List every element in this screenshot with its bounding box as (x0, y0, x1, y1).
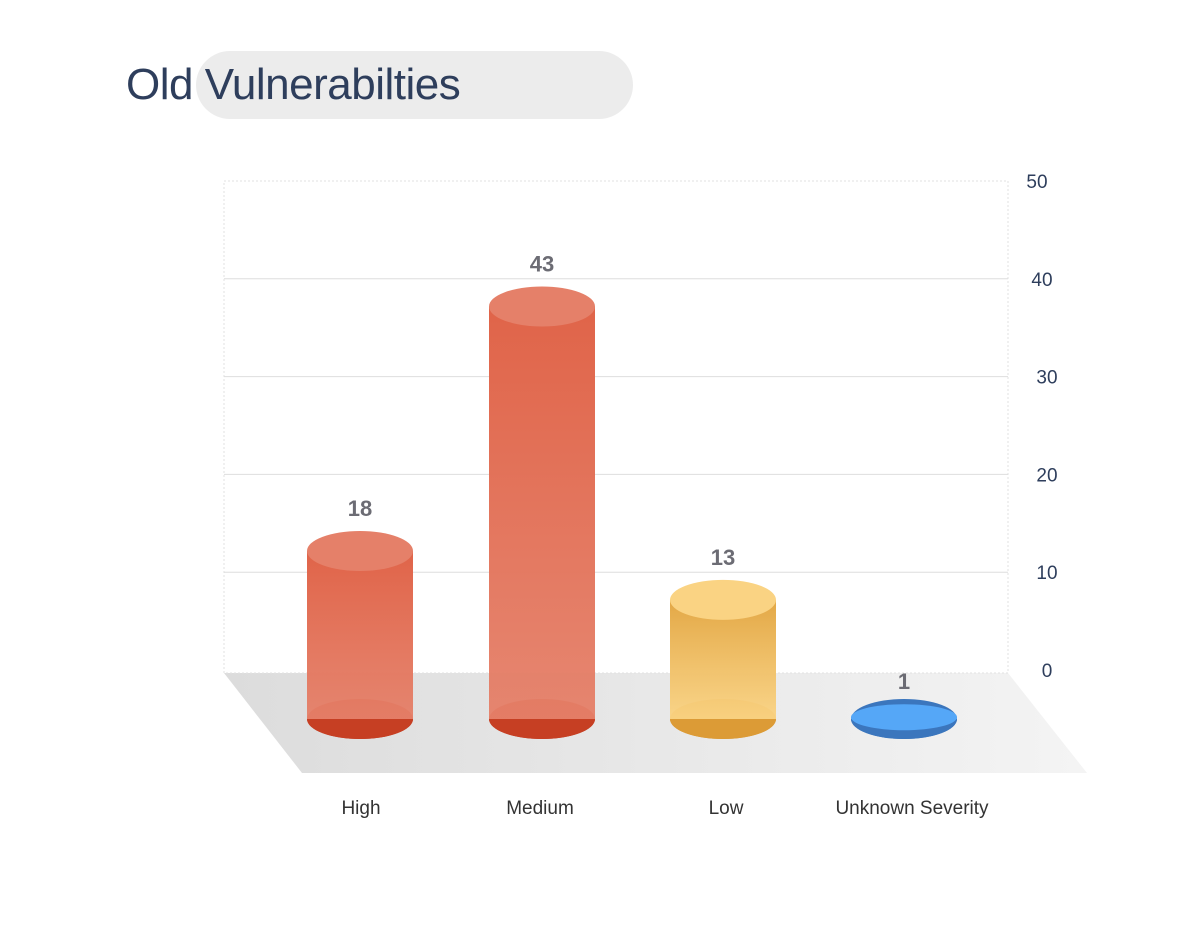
title-background (196, 51, 633, 119)
bar-body (307, 550, 413, 719)
x-tick-label: Low (709, 798, 744, 819)
y-tick-label: 50 (1026, 172, 1047, 193)
y-tick-label: 0 (1042, 661, 1053, 682)
plot-area (223, 180, 1009, 674)
chart-floor (224, 673, 1087, 773)
data-label: 18 (348, 496, 372, 521)
y-tick-label: 20 (1036, 465, 1057, 486)
bar-top (307, 530, 413, 571)
bar: 1 (851, 669, 957, 739)
bar: 18 (307, 496, 413, 739)
chart-title: Old Vulnerabilties (126, 60, 461, 109)
y-tick-label: 40 (1031, 270, 1052, 291)
y-tick-label: 30 (1036, 368, 1057, 389)
x-axis: High Medium Low Unknown Severity (341, 798, 989, 819)
bar: 43 (489, 251, 595, 739)
bar-base-rim (670, 719, 776, 739)
x-tick-label: High (341, 798, 380, 819)
data-label: 43 (530, 251, 554, 276)
bars: 18 43 13 1 (307, 251, 957, 739)
bar-body (489, 306, 595, 719)
bar-top (851, 704, 957, 731)
y-axis: 0 10 20 30 40 50 (1026, 172, 1057, 682)
bar-top (670, 579, 776, 620)
bar-base-rim (489, 719, 595, 739)
data-label: 1 (898, 669, 910, 694)
bar: 13 (670, 545, 776, 739)
x-tick-label: Unknown Severity (835, 798, 989, 819)
data-label: 13 (711, 545, 735, 570)
bar-base-rim (307, 719, 413, 739)
grid-lines (224, 278, 1008, 573)
bar-top (489, 286, 595, 327)
y-tick-label: 10 (1036, 563, 1057, 584)
x-tick-label: Medium (506, 798, 574, 819)
